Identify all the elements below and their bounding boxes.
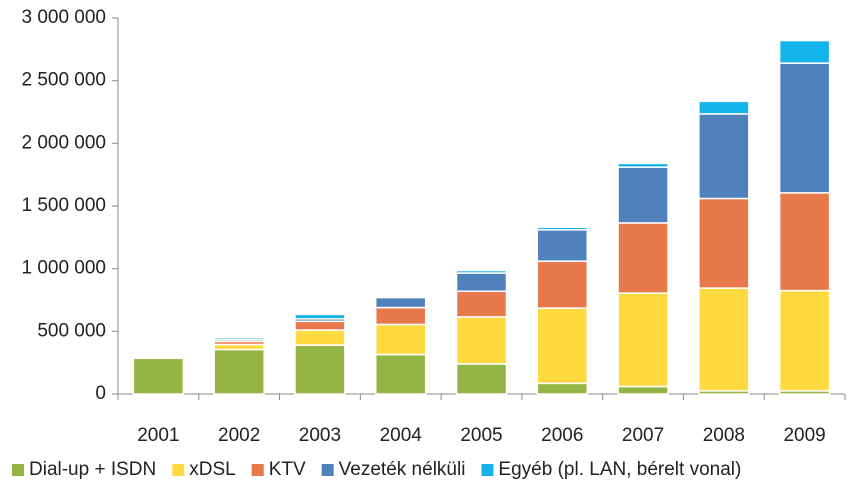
x-tick-label: 2001 bbox=[137, 425, 179, 446]
x-tick-label: 2002 bbox=[218, 425, 260, 446]
x-tick-label: 2004 bbox=[380, 425, 423, 446]
legend-swatch bbox=[251, 464, 264, 476]
legend-swatch bbox=[172, 464, 185, 476]
bar-segment bbox=[536, 229, 589, 262]
bar-segment bbox=[455, 290, 508, 318]
bar-segment bbox=[778, 192, 831, 292]
x-tick-label: 2009 bbox=[783, 425, 825, 446]
bar-segment bbox=[536, 307, 589, 385]
x-tick-label: 2003 bbox=[299, 425, 341, 446]
bar-segment bbox=[698, 100, 750, 115]
legend-label: KTV bbox=[269, 459, 306, 480]
bar-segment bbox=[455, 269, 508, 274]
bar-segment bbox=[778, 39, 831, 64]
y-tick-label: 2 000 000 bbox=[21, 132, 106, 153]
x-tick-label: 2006 bbox=[541, 425, 583, 446]
y-tick-label: 0 bbox=[95, 383, 106, 404]
legend-swatch bbox=[321, 464, 334, 476]
bar-segment bbox=[294, 320, 346, 331]
x-tick-label: 2007 bbox=[622, 425, 664, 446]
bar-segment bbox=[617, 385, 669, 395]
x-tick-label: 2005 bbox=[460, 425, 502, 446]
bar-segment bbox=[213, 343, 265, 351]
y-tick-label: 500 000 bbox=[37, 320, 106, 341]
bar-segment bbox=[294, 344, 346, 395]
bar-segment bbox=[455, 272, 508, 292]
bar-segment bbox=[778, 62, 831, 194]
bar-segment bbox=[294, 329, 346, 346]
bar-segment bbox=[617, 162, 669, 168]
bar-segment bbox=[698, 287, 750, 392]
bar-segment bbox=[455, 363, 508, 395]
bar-segment bbox=[536, 226, 589, 231]
bar-segment bbox=[536, 260, 589, 309]
bar-segment bbox=[132, 353, 185, 356]
bar-segment bbox=[374, 296, 427, 309]
legend-label: Vezeték nélküli bbox=[339, 459, 466, 480]
bar-segment bbox=[374, 353, 427, 395]
bar-segment bbox=[213, 348, 265, 395]
bar-segment bbox=[698, 197, 750, 289]
y-tick-label: 1 500 000 bbox=[21, 195, 106, 216]
bar-segment bbox=[374, 323, 427, 356]
bar-segment bbox=[778, 289, 831, 392]
legend-swatch bbox=[12, 464, 24, 476]
bar-segment bbox=[132, 357, 185, 395]
bar-segment bbox=[698, 113, 750, 200]
y-tick-label: 2 500 000 bbox=[21, 70, 106, 91]
bar-segment bbox=[617, 222, 669, 294]
y-tick-label: 1 000 000 bbox=[21, 258, 106, 279]
bar-segment bbox=[294, 313, 346, 320]
legend-swatch bbox=[481, 464, 494, 476]
bar-segment bbox=[374, 306, 427, 326]
bar-segment bbox=[213, 336, 265, 341]
bar-segment bbox=[536, 382, 589, 395]
bar-segment bbox=[617, 292, 669, 388]
bar-segment bbox=[374, 295, 427, 299]
legend-label: Egyéb (pl. LAN, bérelt vonal) bbox=[498, 459, 741, 480]
legend-label: xDSL bbox=[189, 459, 235, 480]
x-tick-label: 2008 bbox=[703, 425, 745, 446]
legend-label: Dial-up + ISDN bbox=[29, 459, 156, 480]
bar-segment bbox=[617, 166, 669, 224]
y-tick-label: 3 000 000 bbox=[21, 7, 106, 28]
bar-segment bbox=[455, 316, 508, 365]
